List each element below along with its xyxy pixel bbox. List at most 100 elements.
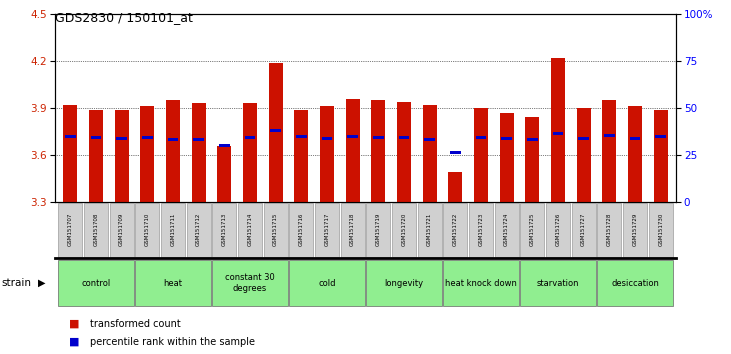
- Text: GSM151715: GSM151715: [273, 212, 278, 246]
- Bar: [656, 135, 666, 138]
- Text: GSM151714: GSM151714: [248, 212, 252, 246]
- Bar: [366, 204, 390, 257]
- Text: heat knock down: heat knock down: [445, 279, 517, 288]
- Bar: [371, 100, 385, 202]
- Bar: [140, 107, 154, 202]
- Text: GSM151708: GSM151708: [94, 212, 99, 246]
- Bar: [315, 204, 339, 257]
- Bar: [347, 135, 358, 138]
- Text: GSM151724: GSM151724: [504, 212, 510, 246]
- Bar: [268, 63, 283, 202]
- Text: transformed count: transformed count: [90, 319, 181, 329]
- Bar: [166, 100, 180, 202]
- Bar: [84, 204, 108, 257]
- Bar: [654, 110, 668, 202]
- Text: GSM151718: GSM151718: [350, 212, 355, 246]
- Bar: [243, 103, 257, 202]
- Text: GSM151719: GSM151719: [376, 212, 381, 246]
- Bar: [341, 204, 365, 257]
- Bar: [572, 204, 596, 257]
- Bar: [474, 108, 488, 202]
- Bar: [212, 204, 236, 257]
- Bar: [417, 204, 442, 257]
- Text: GSM151727: GSM151727: [581, 212, 586, 246]
- Text: GSM151720: GSM151720: [401, 212, 406, 246]
- Bar: [597, 261, 673, 306]
- Text: constant 30
degrees: constant 30 degrees: [225, 274, 275, 293]
- Bar: [398, 136, 409, 139]
- Bar: [553, 132, 564, 135]
- Bar: [577, 108, 591, 202]
- Bar: [578, 137, 589, 140]
- Text: GSM151728: GSM151728: [607, 212, 612, 246]
- Bar: [546, 204, 570, 257]
- Bar: [238, 204, 262, 257]
- Bar: [495, 204, 519, 257]
- Bar: [65, 135, 75, 138]
- Text: heat: heat: [164, 279, 183, 288]
- Text: GSM151709: GSM151709: [119, 212, 124, 246]
- Bar: [448, 172, 463, 202]
- Text: GSM151722: GSM151722: [453, 212, 458, 246]
- Text: GSM151726: GSM151726: [556, 212, 561, 246]
- Text: GSM151713: GSM151713: [221, 212, 227, 246]
- Bar: [520, 261, 596, 306]
- Bar: [167, 138, 178, 141]
- Text: GSM151717: GSM151717: [325, 212, 330, 246]
- Bar: [469, 204, 493, 257]
- Bar: [551, 58, 565, 202]
- Text: ■: ■: [69, 319, 80, 329]
- Bar: [193, 138, 204, 141]
- Bar: [186, 204, 211, 257]
- Bar: [628, 107, 642, 202]
- Bar: [450, 151, 461, 154]
- Bar: [443, 261, 519, 306]
- Bar: [296, 135, 306, 138]
- Text: GSM151725: GSM151725: [530, 212, 535, 246]
- Bar: [245, 136, 255, 139]
- Bar: [392, 204, 416, 257]
- Bar: [443, 204, 467, 257]
- Bar: [526, 116, 539, 202]
- Bar: [110, 204, 134, 257]
- Bar: [63, 105, 77, 202]
- Text: GSM151721: GSM151721: [427, 212, 432, 246]
- Bar: [425, 138, 435, 141]
- Text: GSM151711: GSM151711: [170, 212, 175, 246]
- Bar: [115, 110, 129, 202]
- Bar: [322, 137, 333, 140]
- Text: GSM151730: GSM151730: [659, 212, 663, 246]
- Text: strain: strain: [1, 278, 31, 288]
- Bar: [501, 137, 512, 140]
- Bar: [476, 136, 486, 139]
- Bar: [295, 110, 308, 202]
- Bar: [270, 129, 281, 132]
- Bar: [289, 261, 365, 306]
- Bar: [219, 144, 230, 147]
- Bar: [346, 99, 360, 202]
- Bar: [58, 204, 83, 257]
- Text: GDS2830 / 150101_at: GDS2830 / 150101_at: [55, 11, 193, 24]
- Bar: [520, 204, 545, 257]
- Bar: [630, 137, 640, 140]
- Bar: [648, 204, 673, 257]
- Bar: [91, 136, 101, 139]
- Bar: [500, 113, 514, 202]
- Text: desiccation: desiccation: [611, 279, 659, 288]
- Bar: [373, 136, 384, 139]
- Text: ▶: ▶: [38, 278, 45, 288]
- Text: GSM151710: GSM151710: [145, 212, 150, 246]
- Bar: [161, 204, 185, 257]
- Bar: [423, 105, 436, 202]
- Text: starvation: starvation: [537, 279, 579, 288]
- Bar: [397, 103, 411, 202]
- Text: ■: ■: [69, 337, 80, 347]
- Text: GSM151729: GSM151729: [632, 212, 637, 246]
- Text: cold: cold: [318, 279, 336, 288]
- Bar: [527, 138, 538, 141]
- Bar: [320, 107, 334, 202]
- Bar: [217, 146, 231, 202]
- Text: control: control: [81, 279, 110, 288]
- Text: GSM151712: GSM151712: [196, 212, 201, 246]
- Text: GSM151716: GSM151716: [299, 212, 304, 246]
